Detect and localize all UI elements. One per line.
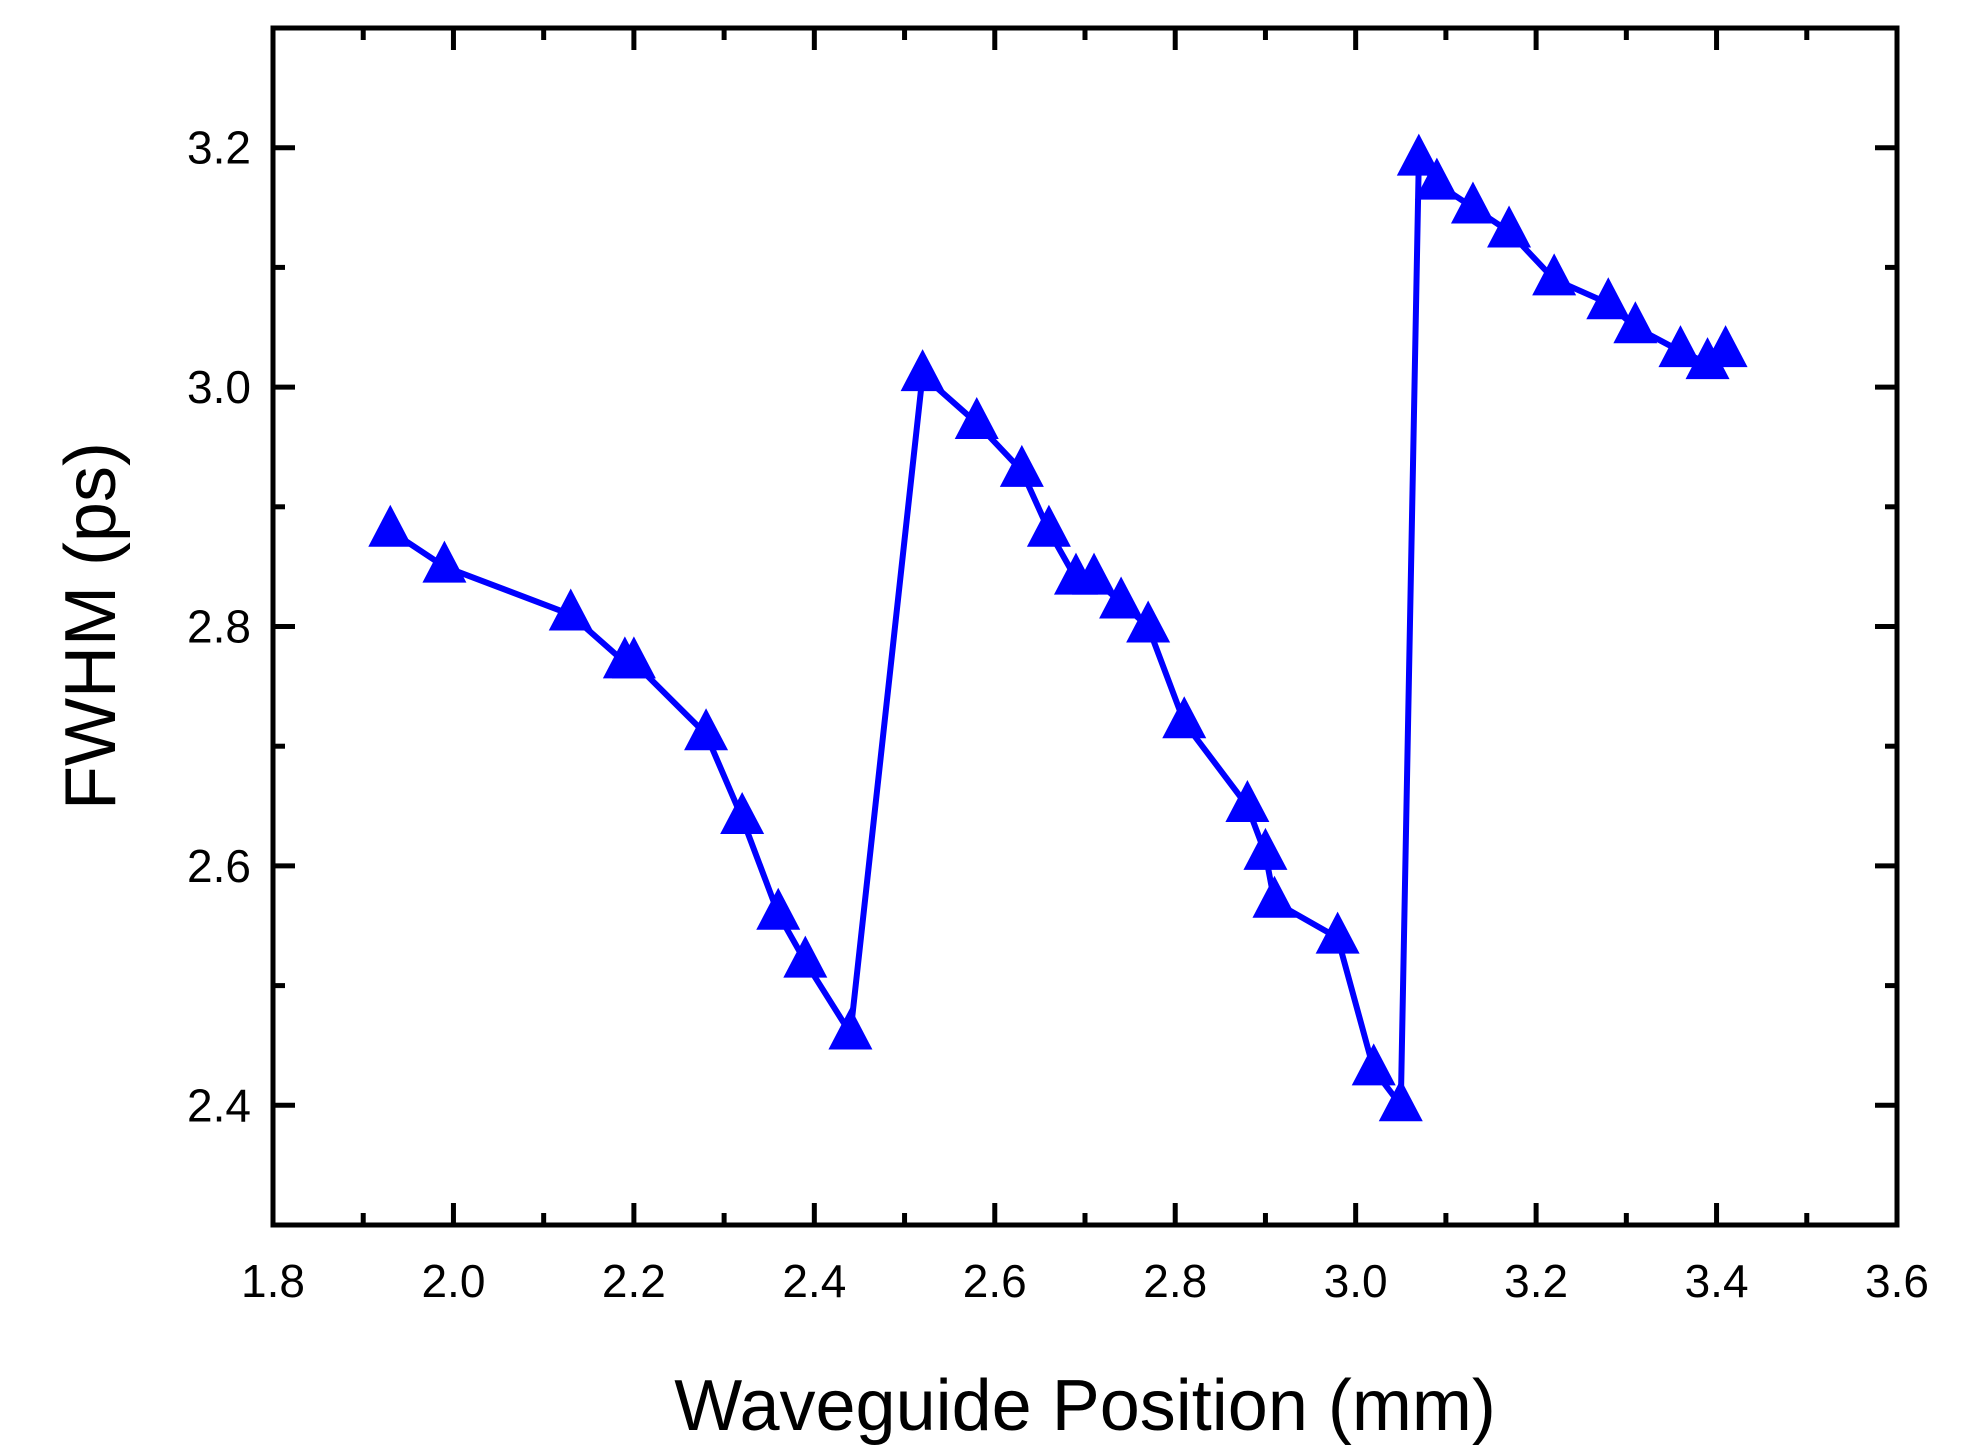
x-tick-label: 3.6	[1865, 1255, 1929, 1307]
x-tick-label: 2.2	[602, 1255, 666, 1307]
plot-frame	[270, 25, 1900, 1228]
data-point-triangle	[1532, 253, 1577, 296]
data-point-triangle	[783, 935, 828, 978]
x-tick-label: 1.8	[241, 1255, 305, 1307]
data-point-triangle	[1315, 911, 1360, 954]
data-point-triangle	[1243, 827, 1288, 870]
data-point-triangle	[720, 791, 765, 834]
data-point-triangle	[1378, 1079, 1423, 1122]
data-point-triangle	[1586, 277, 1631, 320]
data-point-triangle	[1026, 504, 1071, 547]
y-axis-label: FWHM (ps)	[51, 442, 131, 810]
x-tick-label: 2.0	[421, 1255, 485, 1307]
y-tick-label: 3.0	[187, 361, 251, 413]
data-point-triangle	[368, 504, 413, 547]
data-point-triangle	[1658, 325, 1703, 368]
data-point-triangle	[1225, 780, 1270, 823]
data-point-triangle	[954, 396, 999, 439]
data-point-triangle	[548, 588, 593, 631]
data-point-triangle	[422, 540, 467, 583]
data-point-triangle	[999, 444, 1044, 487]
data-point-triangle	[1396, 133, 1441, 176]
data-point-triangle	[611, 636, 656, 679]
y-tick-label: 3.2	[187, 122, 251, 174]
data-point-triangle	[684, 708, 729, 751]
series-line-segment	[1397, 156, 1422, 1109]
data-point-triangle	[828, 1007, 873, 1050]
y-tick-label: 2.6	[187, 840, 251, 892]
x-tick-label: 2.4	[782, 1255, 846, 1307]
data-markers	[368, 133, 1748, 1122]
x-tick-label: 2.6	[963, 1255, 1027, 1307]
data-point-triangle	[1162, 696, 1207, 739]
data-point-triangle	[1414, 157, 1459, 200]
series-line-segment	[847, 372, 926, 1037]
data-point-triangle	[1351, 1043, 1396, 1086]
data-point-triangle	[1613, 301, 1658, 344]
x-tick-label: 3.4	[1685, 1255, 1749, 1307]
series-line-segment	[441, 563, 574, 618]
x-axis-label: Waveguide Position (mm)	[674, 1366, 1496, 1446]
data-point-triangle	[1487, 205, 1532, 248]
data-point-triangle	[1072, 552, 1117, 595]
x-tick-label: 3.2	[1504, 1255, 1568, 1307]
x-tick-label: 2.8	[1143, 1255, 1207, 1307]
data-point-triangle	[756, 887, 801, 930]
series-lines	[387, 156, 1729, 1109]
data-point-triangle	[900, 349, 945, 392]
data-point-triangle	[1126, 600, 1171, 643]
data-point-triangle	[1685, 337, 1730, 380]
series-line-segment	[1334, 934, 1377, 1073]
x-tick-labels: 1.8 2.0 2.2 2.4 2.6 2.8 3.0 3.2 3.4 3.6	[241, 1255, 1929, 1307]
axis-ticks	[270, 25, 1900, 1228]
data-point-triangle	[1099, 576, 1144, 619]
x-tick-label: 3.0	[1324, 1255, 1388, 1307]
data-point-triangle	[1252, 875, 1297, 918]
data-point-triangle	[1450, 181, 1495, 224]
y-tick-label: 2.4	[187, 1079, 251, 1131]
y-tick-label: 2.8	[187, 601, 251, 653]
series-line-segment	[739, 815, 782, 917]
data-point-triangle	[1703, 325, 1748, 368]
y-tick-labels: 2.4 2.6 2.8 3.0 3.2	[187, 122, 251, 1132]
